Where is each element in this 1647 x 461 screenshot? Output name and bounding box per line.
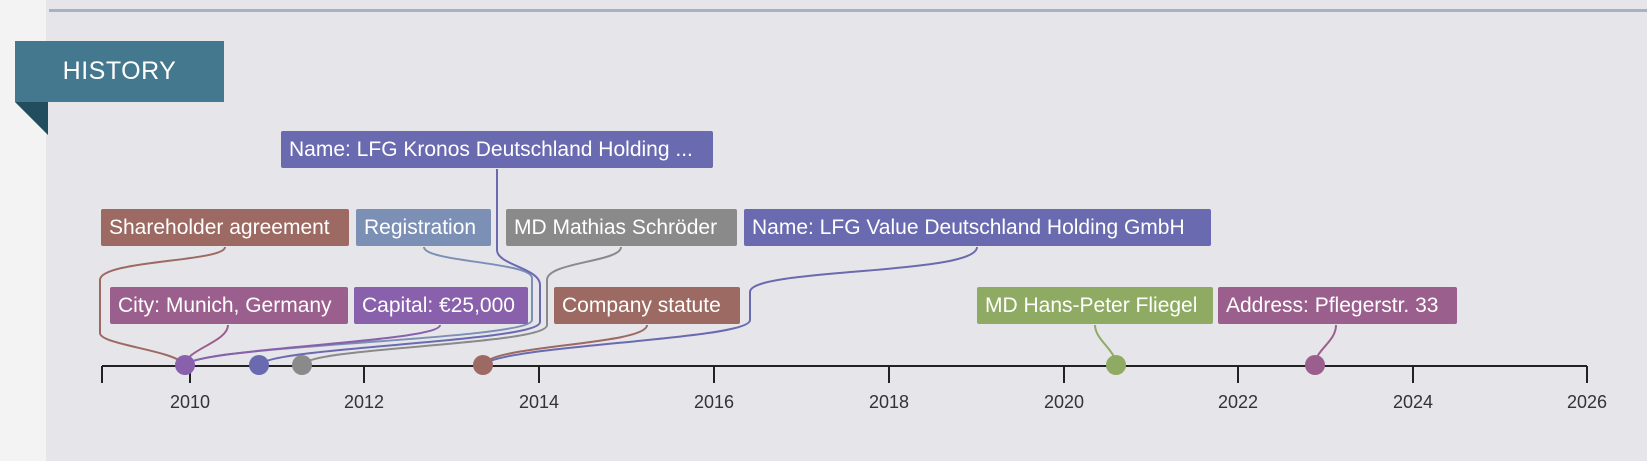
year-label-2014: 2014 [519, 392, 559, 412]
event-label-name-lfg-kronos[interactable]: Name: LFG Kronos Deutschland Holding ... [281, 131, 713, 168]
event-label-md-mathias-schroder[interactable]: MD Mathias Schröder [506, 209, 737, 246]
event-label-city[interactable]: City: Munich, Germany [110, 287, 348, 324]
connector-name-value [482, 246, 978, 366]
year-label-2020: 2020 [1044, 392, 1084, 412]
top-divider [49, 9, 1647, 12]
year-label-2010: 2010 [170, 392, 210, 412]
event-label-capital[interactable]: Capital: €25,000 [354, 287, 528, 324]
connector-shareholder-agreement [99, 246, 226, 366]
connector-capital [184, 324, 441, 366]
event-label-md-hans-peter-fliegel[interactable]: MD Hans-Peter Fliegel [977, 287, 1213, 324]
connector-company-statute [482, 324, 648, 366]
event-marker-2011[interactable] [292, 355, 312, 375]
year-label-2022: 2022 [1218, 392, 1258, 412]
event-marker-2022[interactable] [1305, 355, 1325, 375]
year-label-2018: 2018 [869, 392, 909, 412]
event-label-registration[interactable]: Registration [356, 209, 491, 246]
event-label-name-lfg-value[interactable]: Name: LFG Value Deutschland Holding GmbH [744, 209, 1211, 246]
event-marker-2020[interactable] [1106, 355, 1126, 375]
event-label-address[interactable]: Address: Pflegerstr. 33 [1218, 287, 1457, 324]
connector-name-kronos [258, 169, 541, 366]
connector-md-mathias [301, 246, 622, 366]
event-marker-2010-late[interactable] [249, 355, 269, 375]
year-label-2016: 2016 [694, 392, 734, 412]
event-marker-2013[interactable] [473, 355, 493, 375]
event-label-company-statute[interactable]: Company statute [554, 287, 740, 324]
section-tag-fold [15, 102, 48, 135]
year-label-2024: 2024 [1393, 392, 1433, 412]
event-marker-2010[interactable] [175, 355, 195, 375]
section-title: HISTORY [15, 41, 224, 102]
year-label-2026: 2026 [1567, 392, 1607, 412]
event-label-shareholder-agreement[interactable]: Shareholder agreement [101, 209, 349, 246]
year-label-2012: 2012 [344, 392, 384, 412]
